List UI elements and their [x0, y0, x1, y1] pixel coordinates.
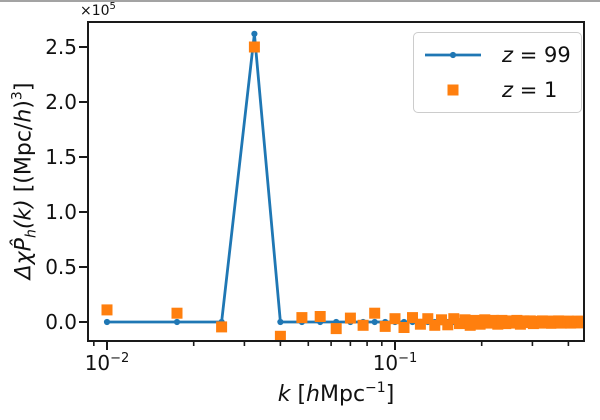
- legend-label-z99: z = 99: [502, 43, 571, 67]
- series-z99-point: [103, 318, 111, 326]
- series-z1-point: [429, 319, 441, 331]
- legend-line-marker-icon: [422, 48, 484, 62]
- ylabel-delta-chi: Δχ: [11, 251, 37, 280]
- series-z1-point: [344, 312, 356, 324]
- series-z1-point: [389, 313, 401, 325]
- xlabel-mpc: Mpc: [320, 382, 366, 407]
- series-z1-point: [248, 41, 260, 53]
- series-z1-point: [422, 313, 434, 325]
- xlabel-inverse-exponent: −1: [365, 380, 386, 396]
- ylabel-units-open: [(Mpc/: [11, 122, 37, 200]
- series-z1-point: [357, 319, 369, 331]
- ylabel-units-h: h: [11, 108, 37, 123]
- legend-z1-value: = 1: [513, 78, 558, 103]
- series-z1-point: [330, 323, 342, 335]
- data-layer: [101, 30, 584, 341]
- xlabel-open-bracket: [: [290, 382, 307, 407]
- series-z99-point: [251, 30, 258, 37]
- x-axis-label: k [hMpc−1]: [277, 380, 395, 407]
- legend-label-z1: z = 1: [502, 78, 557, 102]
- series-z1-point: [398, 322, 410, 333]
- series-z1-point: [369, 307, 381, 319]
- ylabel-of-k: (k): [11, 199, 37, 230]
- legend-z99-var: z: [502, 42, 514, 67]
- y-axis-label: ΔχP̂h(k) [(Mpc/h)3]: [9, 82, 40, 280]
- series-z1-point: [442, 319, 454, 331]
- series-z1-point: [576, 315, 584, 327]
- xlabel-h: h: [306, 382, 320, 407]
- ylabel-cubed: 3: [9, 91, 26, 101]
- series-z1-point: [296, 312, 308, 324]
- series-z99-point: [277, 318, 284, 326]
- legend: z = 99 z = 1: [413, 32, 582, 113]
- legend-square-marker-icon: [422, 83, 484, 97]
- xlabel-k: k: [277, 382, 291, 407]
- xlabel-close-bracket: ]: [385, 382, 395, 407]
- offset-base: ×10: [80, 3, 110, 19]
- legend-z99-value: = 99: [513, 42, 571, 67]
- series-z1-point: [216, 321, 228, 333]
- series-z1-point: [171, 307, 183, 319]
- offset-exponent: 5: [109, 1, 116, 12]
- ylabel-close-bracket: ]: [11, 82, 37, 92]
- legend-item-z99: z = 99: [422, 38, 573, 72]
- ylabel-subscript-h: h: [23, 229, 40, 239]
- ylabel-units-close-paren: ): [11, 100, 37, 109]
- series-z1-point: [448, 313, 460, 325]
- series-z1-point: [274, 330, 286, 341]
- window-top-border: [0, 0, 600, 2]
- series-z1-point: [414, 318, 426, 330]
- ylabel-p-hat: P̂: [11, 238, 37, 252]
- series-z1-point: [407, 312, 418, 324]
- series-z1-point: [436, 314, 447, 326]
- y-axis-offset-text: ×105: [80, 1, 116, 19]
- legend-item-z1: z = 1: [422, 73, 573, 107]
- series-z1-point: [379, 320, 391, 332]
- axes-spines: [87, 21, 585, 342]
- series-z99-point: [173, 318, 181, 326]
- legend-z1-var: z: [502, 78, 514, 103]
- series-z1-point: [314, 311, 326, 322]
- series-z99-point: [371, 318, 378, 326]
- series-z1-point: [101, 304, 113, 316]
